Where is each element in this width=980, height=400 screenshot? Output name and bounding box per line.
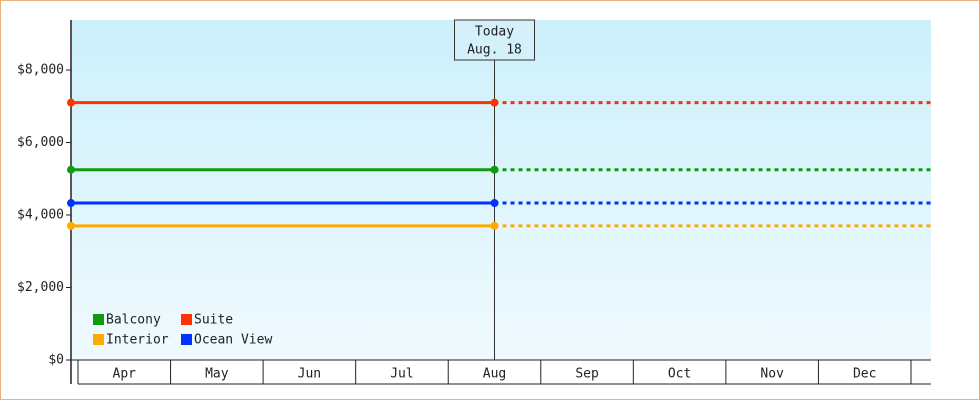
series-point — [490, 221, 499, 230]
legend-swatch — [181, 334, 192, 345]
x-tick-label: May — [205, 367, 229, 382]
series-point — [67, 199, 75, 208]
x-tick-label: Jun — [298, 367, 321, 382]
x-tick-label: Dec — [853, 367, 876, 382]
y-tick-label: $8,000 — [17, 63, 64, 78]
x-tick-label: Nov — [760, 367, 784, 382]
today-box — [454, 19, 535, 61]
plot-area — [71, 20, 931, 360]
y-tick-label: $2,000 — [17, 280, 64, 295]
x-tick-label: Jul — [390, 367, 413, 382]
y-tick-label: $4,000 — [17, 208, 64, 223]
x-tick-label: Oct — [668, 367, 691, 382]
series-point — [490, 98, 499, 107]
today-label: Aug. 18 — [467, 43, 522, 58]
x-tick-label: Sep — [575, 367, 599, 382]
legend-swatch — [93, 314, 104, 325]
series-point — [67, 165, 75, 174]
series-point — [67, 221, 75, 230]
series-point — [67, 98, 75, 107]
legend-label: Interior — [106, 333, 169, 348]
legend-swatch — [181, 314, 192, 325]
x-tick-label: Aug — [483, 367, 506, 382]
legend-label: Suite — [194, 313, 233, 328]
series-point — [490, 199, 499, 208]
y-tick-label: $6,000 — [17, 135, 64, 150]
x-tick-label: Apr — [113, 367, 137, 382]
legend-label: Ocean View — [194, 333, 272, 348]
series-point — [490, 165, 499, 174]
y-tick-label: $0 — [48, 353, 64, 368]
legend-swatch — [93, 334, 104, 345]
today-label: Today — [475, 25, 514, 40]
legend-label: Balcony — [106, 313, 161, 328]
